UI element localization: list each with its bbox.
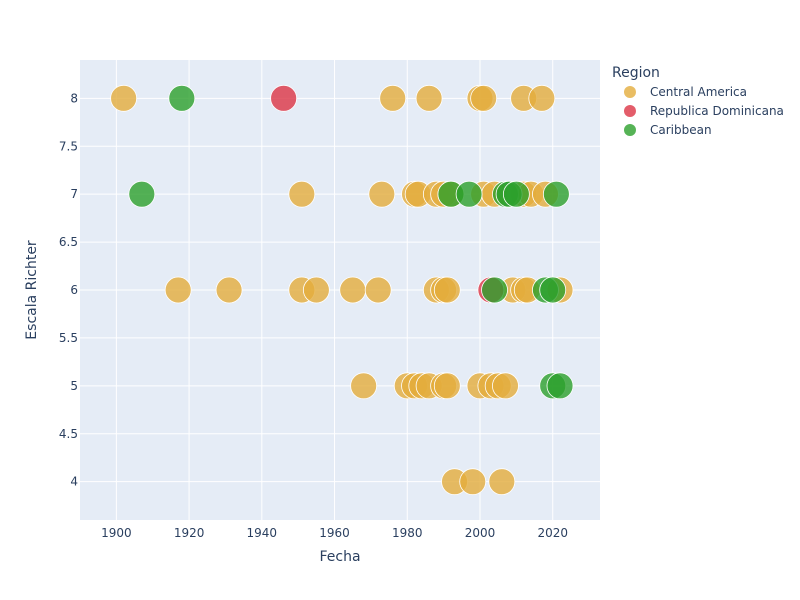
data-point[interactable] [364,276,392,304]
y-tick-label: 8 [70,91,78,105]
data-point[interactable] [302,276,330,304]
series-caribbean [128,84,574,400]
legend-marker [624,86,636,98]
data-point[interactable] [481,276,508,304]
data-point[interactable] [168,84,196,112]
data-point[interactable] [339,276,367,304]
y-tick-label: 4.5 [59,427,78,441]
data-point[interactable] [470,84,498,112]
y-tick-label: 5 [70,379,78,393]
data-point[interactable] [433,372,461,400]
y-tick-label: 4 [70,475,78,489]
data-point[interactable] [492,372,519,400]
data-point[interactable] [433,276,461,304]
data-point[interactable] [459,468,487,496]
data-point[interactable] [270,84,298,112]
data-point[interactable] [288,180,316,208]
x-tick-label: 2020 [537,526,568,540]
tick-labels: 1900 1920 1940 1960 1980 2000 2020 4 4.5 5 5.5 6 6.5… [59,91,568,540]
y-tick-label: 5.5 [59,331,78,345]
x-tick-label: 2000 [465,526,496,540]
x-tick-label: 1960 [319,526,350,540]
data-point[interactable] [164,276,192,304]
legend-title: Region [612,65,660,81]
data-point[interactable] [415,84,443,112]
y-tick-label: 7.5 [59,139,78,153]
data-point[interactable] [528,84,556,112]
legend-entry-label[interactable]: Republica Dominicana [650,104,784,118]
data-point[interactable] [368,180,396,208]
legend-marker [624,105,636,117]
y-tick-label: 6.5 [59,235,78,249]
data-point[interactable] [546,372,574,400]
data-point[interactable] [215,276,243,304]
x-tick-label: 1920 [174,526,205,540]
x-tick-label: 1980 [392,526,423,540]
data-point[interactable] [110,84,138,112]
data-point[interactable] [379,84,407,112]
data-points [110,84,574,496]
series-central-america [110,84,574,496]
data-point[interactable] [488,468,516,496]
y-axis-title: Escala Richter [24,240,40,340]
data-point[interactable] [502,180,530,208]
x-tick-label: 1940 [247,526,278,540]
data-point[interactable] [455,180,483,208]
data-point[interactable] [128,180,156,208]
x-tick-label: 1900 [101,526,132,540]
legend-entry-label[interactable]: Central America [650,85,747,99]
legend-items: Central America Republica Dominicana Carib… [624,85,784,137]
x-axis-title: Fecha [319,549,360,565]
legend-entry-label[interactable]: Caribbean [650,123,712,137]
legend: Region Central America Republica Dominica… [612,65,784,137]
data-point[interactable] [542,180,570,208]
data-point[interactable] [539,276,567,304]
y-tick-label: 7 [70,187,78,201]
data-point[interactable] [350,372,378,400]
legend-marker [624,124,636,136]
y-tick-label: 6 [70,283,78,297]
